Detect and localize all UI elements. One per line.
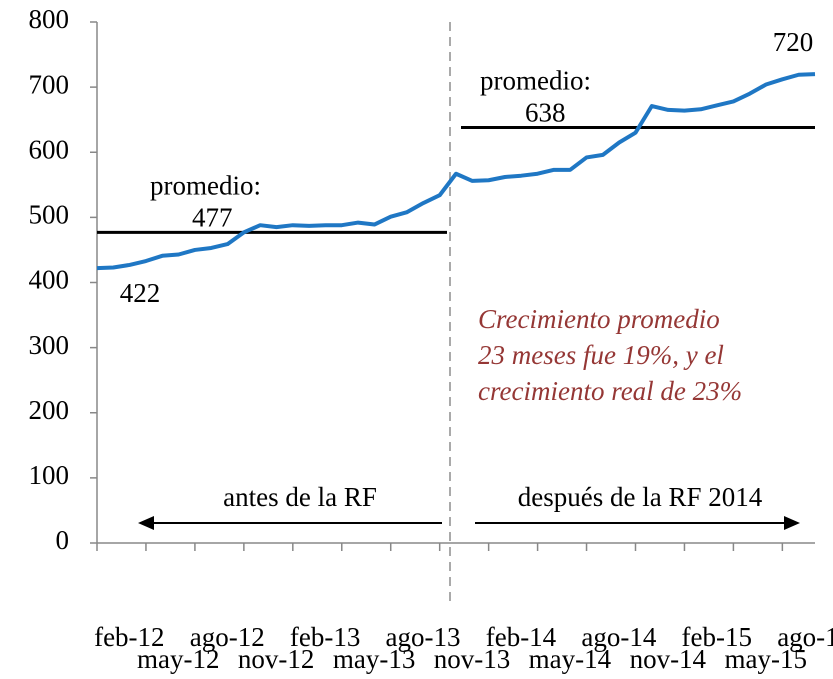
y-tick-label: 200	[29, 395, 70, 425]
average-value: 638	[525, 98, 566, 128]
point-label: 720	[773, 27, 814, 57]
y-tick-label: 300	[29, 330, 70, 360]
x-tick-label: feb-13	[290, 622, 360, 652]
x-tick-label: ago-15	[777, 622, 833, 652]
x-tick-label: nov-14	[630, 644, 707, 674]
x-tick-label: nov-13	[434, 644, 511, 674]
x-tick-label: ago-13	[386, 622, 461, 652]
x-tick-label: may-13	[333, 644, 415, 674]
period-label: antes de la RF	[223, 482, 377, 512]
x-tick-label: ago-14	[581, 622, 656, 652]
average-name: promedio:	[150, 171, 261, 201]
y-tick-label: 800	[29, 4, 70, 34]
note: Crecimiento promedio	[478, 304, 720, 334]
y-tick-label: 0	[56, 525, 70, 555]
arrow-head	[138, 516, 154, 530]
x-tick-label: nov-12	[238, 644, 315, 674]
x-tick-label: may-15	[724, 644, 806, 674]
x-tick-label: feb-15	[682, 622, 752, 652]
x-tick-label: ago-12	[190, 622, 265, 652]
average-name: promedio:	[480, 66, 591, 96]
x-tick-label: feb-14	[486, 622, 557, 652]
note: crecimiento real de 23%	[478, 376, 742, 406]
average-value: 477	[192, 203, 233, 233]
y-tick-label: 100	[29, 460, 70, 490]
y-tick-label: 500	[29, 200, 70, 230]
line	[96, 72, 816, 271]
point-label: 422	[120, 278, 161, 308]
x-tick-label: may-14	[529, 644, 612, 674]
period-label: después de la RF 2014	[518, 482, 763, 512]
note: 23 meses fue 19%, y el	[478, 340, 724, 370]
arrow-head	[784, 516, 800, 530]
y-tick-label: 600	[29, 134, 70, 164]
y-tick-label: 400	[29, 265, 70, 295]
y-tick-label: 700	[29, 69, 70, 99]
x-tick-label: feb-12	[94, 622, 164, 652]
x-tick-label: may-12	[137, 644, 219, 674]
